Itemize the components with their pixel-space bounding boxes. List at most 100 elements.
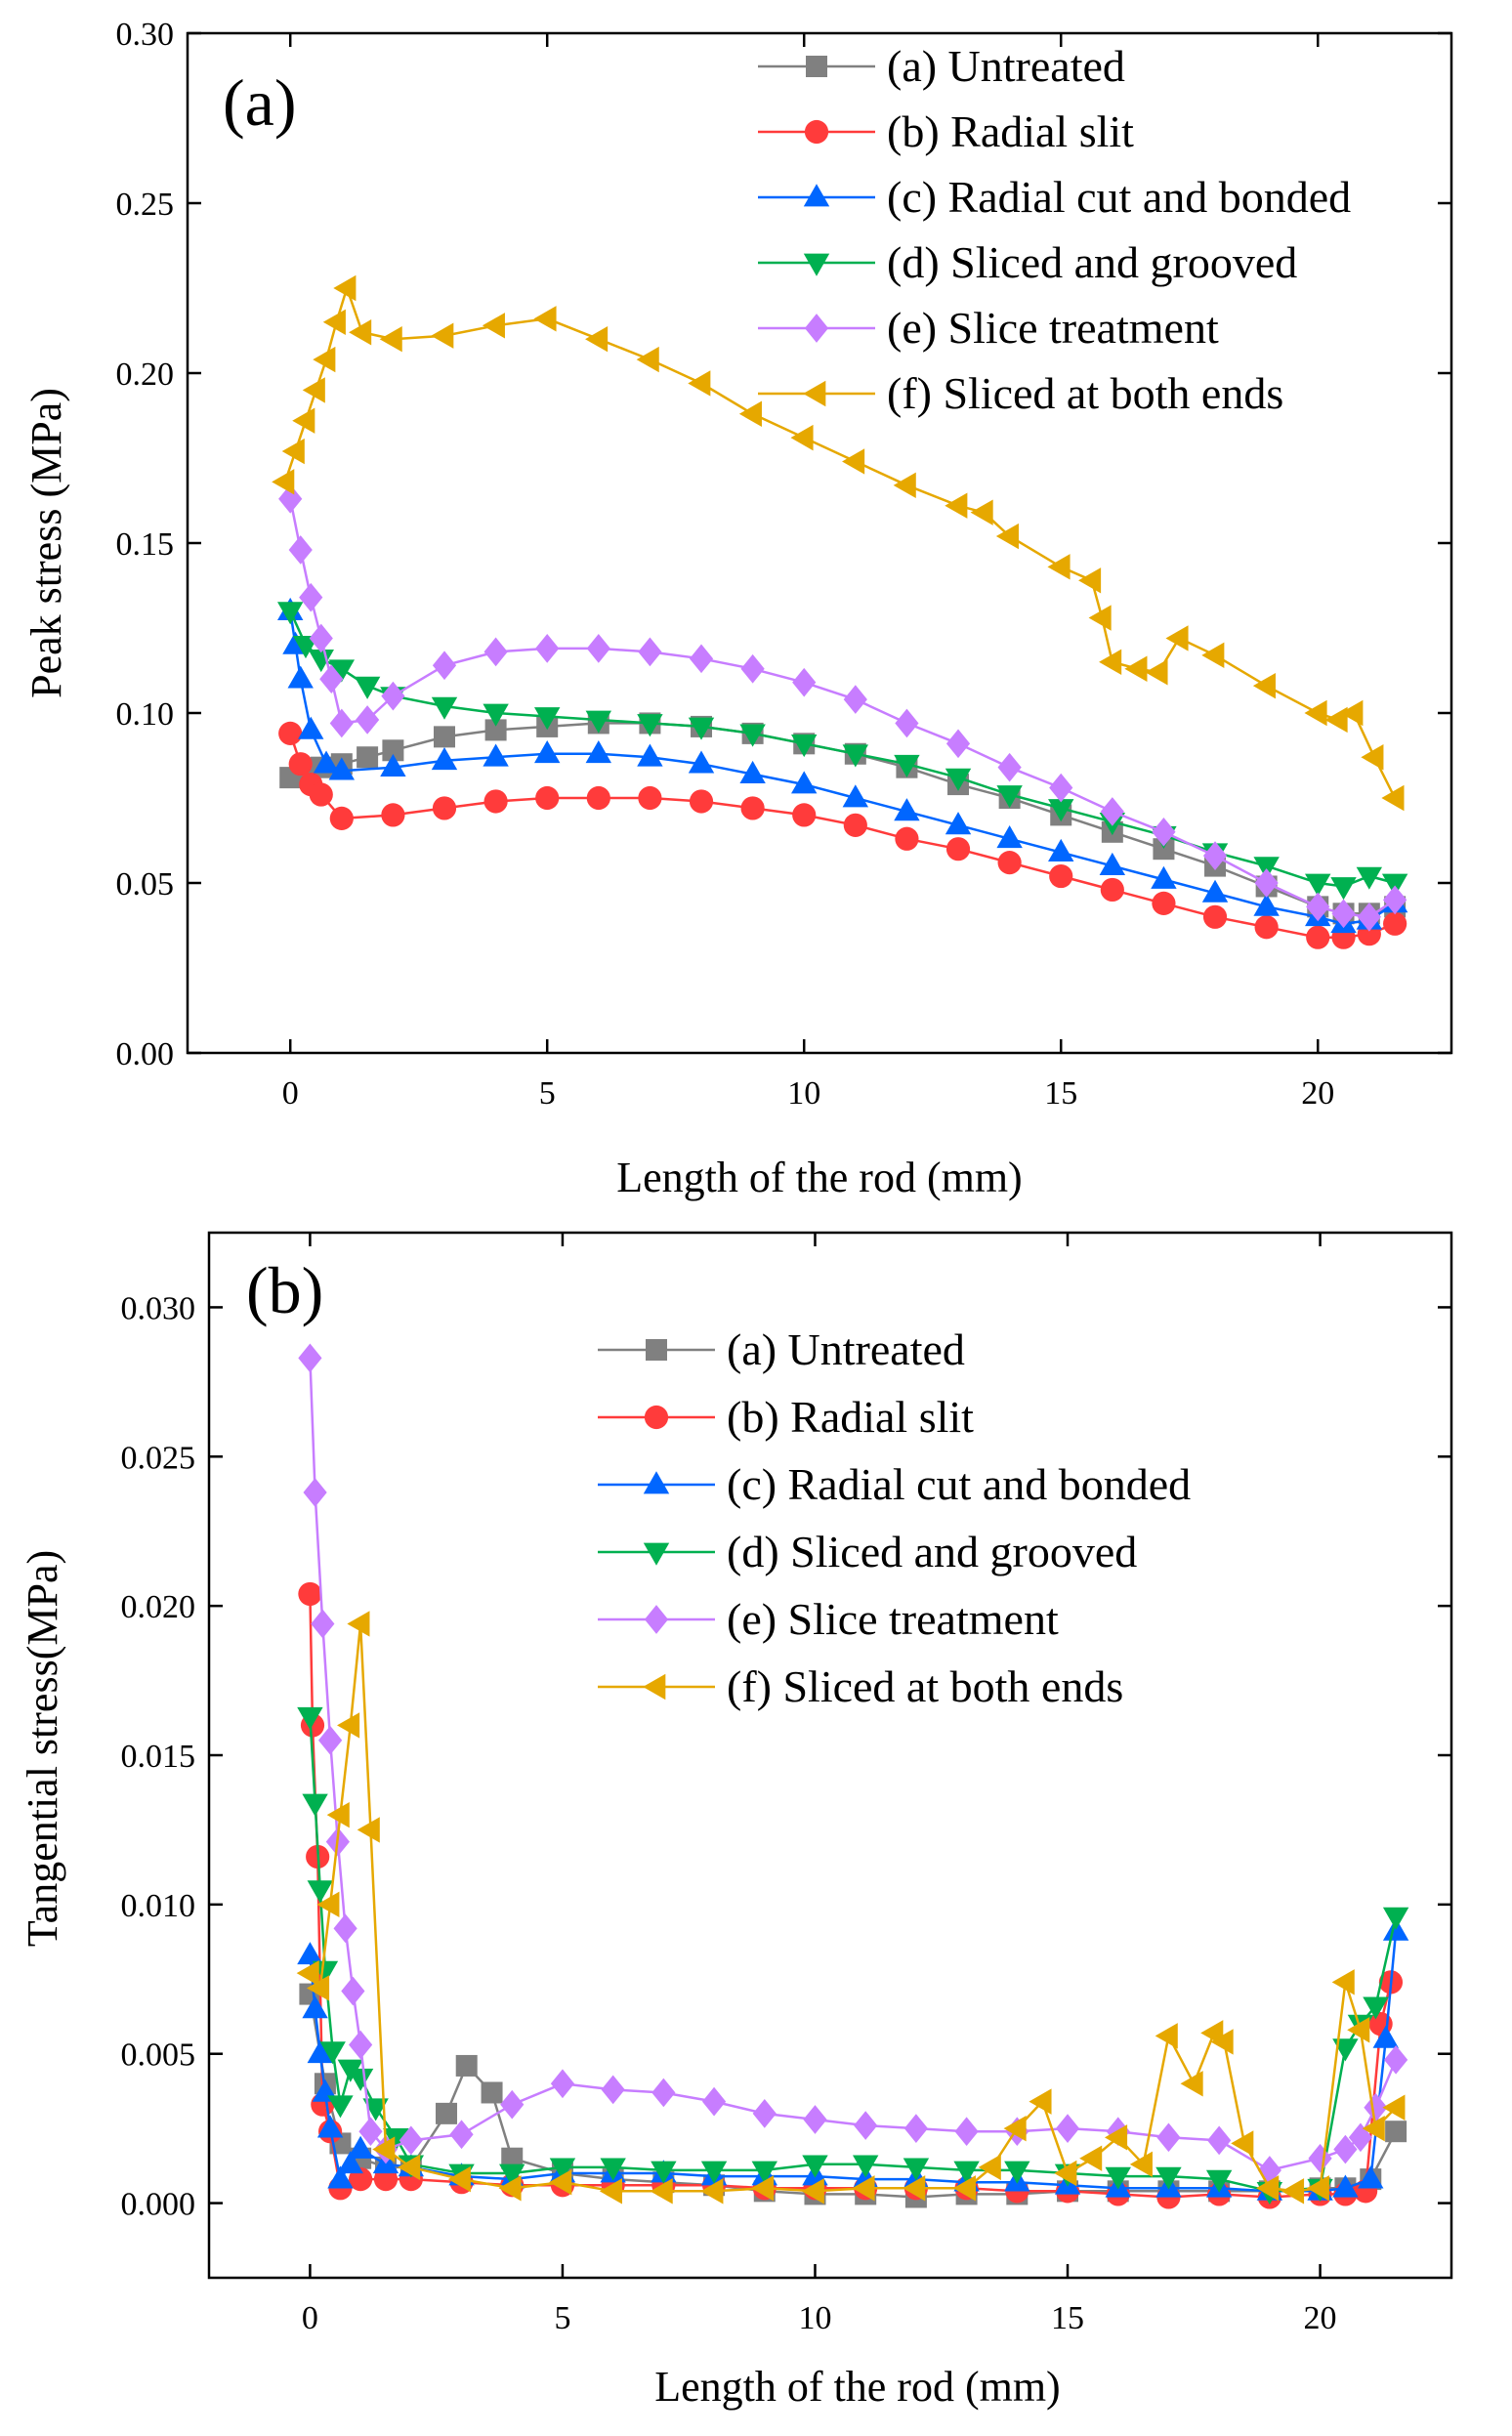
- panel-a-label: (a): [223, 65, 296, 140]
- panel-b-series-f-sliced-at-both-ends: [296, 1611, 1406, 2205]
- panel-b-x-tick-label: 0: [302, 2300, 318, 2336]
- panel-b-data-point-f-sliced-at-both-ends: [952, 2175, 976, 2202]
- panel-a-data-point-a-untreated: [1153, 838, 1175, 861]
- panel-b-legend-marker-f-sliced-at-both-ends: [643, 1673, 666, 1701]
- panel-b-data-point-e-slice-treatment: [954, 2117, 979, 2147]
- panel-b-data-point-d-sliced-and-grooved: [319, 2041, 346, 2065]
- panel-a-data-point-f-sliced-at-both-ends: [281, 438, 305, 465]
- panel-a-data-point-e-slice-treatment: [319, 664, 344, 694]
- panel-a-data-point-c-radial-cut-and-bonded: [739, 760, 766, 783]
- panel-b-data-point-d-sliced-and-grooved: [953, 2161, 980, 2184]
- panel-b-data-point-a-untreated: [481, 2081, 503, 2104]
- panel-a-legend-item-a-untreated: (a) Untreated: [758, 41, 1125, 91]
- panel-a-y-tick-label: 0.20: [116, 357, 175, 393]
- panel-a-data-point-e-slice-treatment: [381, 681, 405, 711]
- panel-a-data-point-c-radial-cut-and-bonded: [688, 750, 715, 774]
- panel-b-data-point-f-sliced-at-both-ends: [1362, 2115, 1385, 2142]
- panel-a-data-point-f-sliced-at-both-ends: [322, 309, 346, 335]
- panel-a-data-point-c-radial-cut-and-bonded: [1048, 838, 1074, 862]
- panel-b-legend-label: (e) Slice treatment: [727, 1594, 1059, 1644]
- panel-b-data-point-e-slice-treatment: [854, 2111, 878, 2140]
- panel-a-data-point-d-sliced-and-grooved: [431, 696, 458, 720]
- panel-b-data-point-e-slice-treatment: [317, 1725, 343, 1755]
- panel-a-data-point-d-sliced-and-grooved: [1253, 857, 1280, 880]
- panel-a-x-tick-label: 20: [1301, 1075, 1334, 1112]
- panel-b-data-point-c-radial-cut-and-bonded: [1358, 2165, 1384, 2189]
- panel-b-data-point-e-slice-treatment: [1055, 2114, 1080, 2143]
- panel-a-data-point-f-sliced-at-both-ends: [688, 370, 711, 397]
- panel-a-legend-item-d-sliced-and-grooved: (d) Sliced and grooved: [758, 237, 1297, 287]
- panel-a-data-point-b-radial-slit: [1049, 863, 1073, 889]
- panel-b-data-point-c-radial-cut-and-bonded: [316, 2115, 344, 2138]
- panel-b-data-point-f-sliced-at-both-ends: [498, 2175, 522, 2202]
- panel-a-data-point-e-slice-treatment: [1306, 892, 1330, 922]
- panel-b-legend-marker-e-slice-treatment: [644, 1605, 669, 1634]
- panel-b-data-point-f-sliced-at-both-ends: [1104, 2124, 1128, 2151]
- panel-a-data-point-b-radial-slit: [535, 785, 560, 811]
- panel-a-data-point-d-sliced-and-grooved: [894, 754, 920, 777]
- panel-a-legend-item-e-slice-treatment: (e) Slice treatment: [758, 303, 1219, 353]
- panel-a-data-point-c-radial-cut-and-bonded: [585, 740, 612, 764]
- panel-a-data-point-b-radial-slit: [945, 837, 971, 861]
- panel-a-y-tick-label: 0.05: [116, 866, 175, 903]
- panel-a-x-tick-label: 0: [282, 1075, 299, 1112]
- panel-a-data-point-d-sliced-and-grooved: [534, 707, 561, 731]
- panel-b-data-point-f-sliced-at-both-ends: [326, 1801, 350, 1828]
- panel-a-data-point-e-slice-treatment: [997, 752, 1022, 782]
- panel-b-data-point-c-radial-cut-and-bonded: [1372, 2025, 1399, 2048]
- panel-a-data-point-c-radial-cut-and-bonded: [380, 753, 406, 777]
- panel-a-data-point-f-sliced-at-both-ends: [636, 346, 659, 373]
- panel-a-data-point-b-radial-slit: [1383, 911, 1407, 936]
- panel-a-data-point-e-slice-treatment: [299, 582, 323, 612]
- panel-b-data-point-c-radial-cut-and-bonded: [1332, 2174, 1359, 2198]
- panel-b-data-point-d-sliced-and-grooved: [297, 1706, 323, 1731]
- panel-a-data-point-d-sliced-and-grooved: [277, 602, 304, 625]
- panel-a-legend-item-f-sliced-at-both-ends: (f) Sliced at both ends: [758, 368, 1283, 418]
- panel-a-legend-label: (b) Radial slit: [887, 106, 1134, 156]
- panel-b-legend-label: (f) Sliced at both ends: [727, 1661, 1123, 1711]
- panel-a-data-point-a-untreated: [382, 739, 404, 762]
- panel-b-data-point-e-slice-treatment: [1333, 2134, 1358, 2164]
- panel-b-data-point-f-sliced-at-both-ends: [1256, 2175, 1280, 2202]
- panel-b-data-point-e-slice-treatment: [550, 2069, 575, 2099]
- panel-a-peak-stress-chart: 0 5 10 15 20 0.00 0.05 0.10 0.15 0.20 0.25 0.30 (a)…: [22, 17, 1453, 1201]
- panel-a-data-point-f-sliced-at-both-ends: [970, 499, 993, 525]
- panel-a-y-tick-label: 0.25: [116, 187, 175, 223]
- panel-b-data-point-d-sliced-and-grooved: [852, 2155, 879, 2178]
- panel-a-data-point-b-radial-slit: [329, 806, 354, 830]
- panel-a-data-point-e-slice-treatment: [1202, 841, 1228, 871]
- panel-a-data-point-c-radial-cut-and-bonded: [298, 716, 324, 739]
- panel-a-x-tick-label: 5: [539, 1075, 556, 1112]
- panel-a-data-point-d-sliced-and-grooved: [1048, 799, 1074, 822]
- panel-a-data-point-e-slice-treatment: [638, 637, 662, 667]
- panel-b-data-point-f-sliced-at-both-ends: [1054, 2160, 1077, 2187]
- panel-a-data-point-d-sliced-and-grooved: [945, 768, 972, 791]
- panel-a-data-point-b-radial-slit: [1306, 925, 1330, 949]
- panel-b-data-point-e-slice-treatment: [803, 2105, 827, 2134]
- panel-b-y-axis-title: Tangential stress(MPa): [19, 1550, 66, 1947]
- panel-b-data-point-f-sliced-at-both-ends: [1079, 2145, 1103, 2171]
- panel-a-data-point-d-sliced-and-grooved: [1330, 877, 1357, 901]
- panel-a-data-point-e-slice-treatment: [1254, 868, 1279, 898]
- panel-a-legend-item-c-radial-cut-and-bonded: (c) Radial cut and bonded: [758, 172, 1351, 222]
- panel-a-legend-label: (d) Sliced and grooved: [887, 237, 1297, 287]
- panel-a-data-point-b-radial-slit: [689, 789, 714, 814]
- panel-b-data-point-d-sliced-and-grooved: [307, 1880, 333, 1904]
- panel-b-x-tick-label: 15: [1051, 2300, 1084, 2336]
- panel-b-legend-item-d-sliced-and-grooved: (d) Sliced and grooved: [598, 1527, 1137, 1576]
- panel-a-data-point-c-radial-cut-and-bonded: [842, 784, 869, 808]
- panel-a-ticks: 0 5 10 15 20 0.00 0.05 0.10 0.15 0.20 0.25 0.30: [116, 17, 1451, 1112]
- panel-a-data-point-e-slice-treatment: [740, 653, 765, 684]
- panel-a-legend-label: (f) Sliced at both ends: [887, 368, 1283, 418]
- panel-b-data-point-e-slice-treatment: [701, 2086, 727, 2117]
- panel-b-data-point-a-untreated: [1385, 2121, 1407, 2143]
- panel-b-plot-frame: [207, 1231, 1453, 2280]
- panel-a-data-point-b-radial-slit: [1254, 915, 1279, 940]
- panel-b-data-point-f-sliced-at-both-ends: [549, 2168, 572, 2196]
- panel-b-data-point-d-sliced-and-grooved: [1205, 2169, 1233, 2193]
- panel-b-data-point-f-sliced-at-both-ends: [903, 2175, 926, 2202]
- panel-a-data-point-f-sliced-at-both-ends: [349, 319, 372, 346]
- panel-a-data-point-f-sliced-at-both-ends: [431, 322, 454, 349]
- panel-a-data-point-c-radial-cut-and-bonded: [287, 665, 314, 689]
- panel-a-data-point-e-slice-treatment: [586, 634, 610, 663]
